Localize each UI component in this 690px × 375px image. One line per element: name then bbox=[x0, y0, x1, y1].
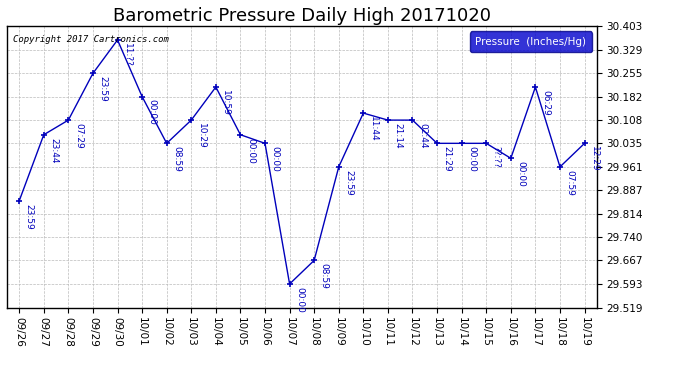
Text: 00:00: 00:00 bbox=[246, 138, 255, 164]
Text: 23:44: 23:44 bbox=[49, 138, 59, 163]
Text: 00:00: 00:00 bbox=[148, 99, 157, 125]
Text: 00:00: 00:00 bbox=[516, 161, 525, 187]
Text: 23:59: 23:59 bbox=[344, 170, 353, 195]
Text: 08:59: 08:59 bbox=[172, 146, 181, 172]
Text: 23:59: 23:59 bbox=[99, 76, 108, 102]
Text: 10:29: 10:29 bbox=[197, 123, 206, 148]
Text: 21:29: 21:29 bbox=[442, 146, 452, 172]
Text: 11:44: 11:44 bbox=[369, 116, 378, 141]
Text: Copyright 2017 Cartronics.com: Copyright 2017 Cartronics.com bbox=[13, 35, 168, 44]
Text: 21:14: 21:14 bbox=[393, 123, 402, 148]
Text: 23:59: 23:59 bbox=[25, 204, 34, 230]
Text: 07:29: 07:29 bbox=[74, 123, 83, 148]
Text: ??:??: ??:?? bbox=[492, 146, 501, 168]
Text: 06:29: 06:29 bbox=[541, 90, 550, 116]
Text: 02:44: 02:44 bbox=[418, 123, 427, 148]
Text: 00:00: 00:00 bbox=[295, 287, 304, 313]
Text: 00:00: 00:00 bbox=[467, 146, 476, 172]
Title: Barometric Pressure Daily High 20171020: Barometric Pressure Daily High 20171020 bbox=[113, 7, 491, 25]
Text: 11:??: 11:?? bbox=[123, 43, 132, 67]
Text: 07:59: 07:59 bbox=[566, 170, 575, 195]
Legend: Pressure  (Inches/Hg): Pressure (Inches/Hg) bbox=[470, 32, 591, 52]
Text: 12:29: 12:29 bbox=[590, 146, 599, 172]
Text: 00:00: 00:00 bbox=[270, 146, 279, 172]
Text: 10:59: 10:59 bbox=[221, 90, 230, 116]
Text: 08:59: 08:59 bbox=[319, 263, 328, 289]
